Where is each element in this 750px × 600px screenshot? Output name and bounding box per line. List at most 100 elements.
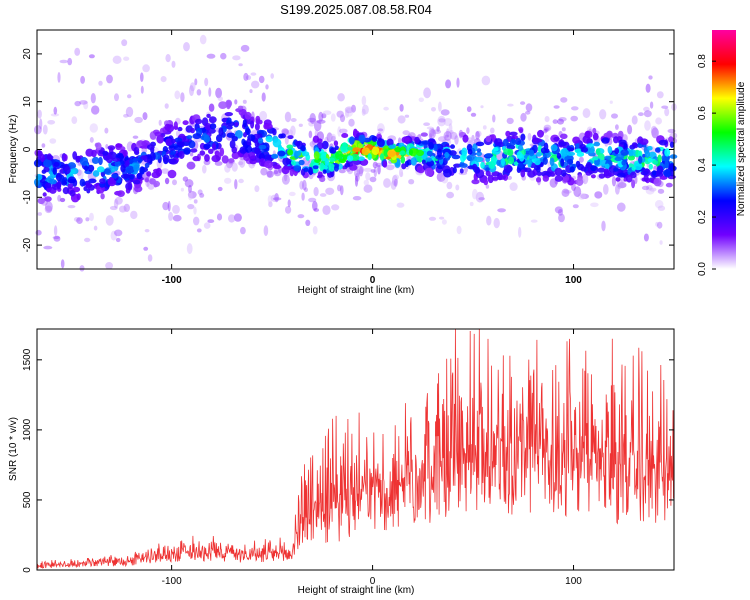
- spectrogram-cell: [107, 145, 116, 151]
- spectrogram-cell: [655, 117, 662, 125]
- spectrogram-cell: [153, 168, 160, 173]
- spectrogram-cell: [322, 205, 331, 216]
- spectrogram-cell: [439, 216, 445, 220]
- spectrogram-cell: [355, 172, 360, 182]
- spectrogram-cell: [329, 147, 337, 154]
- spectrogram-cell: [324, 158, 329, 166]
- spectrogram-cell: [132, 180, 141, 185]
- snr-y-ticks: 0 500 1000 1500: [22, 348, 674, 573]
- spectrogram-cell: [79, 178, 86, 187]
- spectrogram-cell: [307, 117, 317, 123]
- spectrogram-cell: [240, 226, 246, 235]
- spectrogram-cell: [89, 137, 94, 143]
- spectrogram-cell: [141, 147, 148, 154]
- spectrogram-cell: [172, 179, 177, 186]
- spectrogram-cell: [604, 155, 612, 160]
- spectrogram-cell: [466, 106, 472, 113]
- spectrogram-cell: [248, 151, 256, 160]
- spectrogram-cell: [147, 254, 153, 262]
- spectrogram-cell: [470, 112, 477, 117]
- spectrogram-cell: [614, 156, 623, 162]
- spectrogram-cell: [517, 162, 524, 169]
- spectrogram-cell: [282, 157, 290, 166]
- spectrogram-cell: [169, 158, 179, 165]
- spectrogram-cell: [272, 164, 282, 170]
- spectrogram-cell: [246, 137, 252, 146]
- spectrogram-cell: [172, 214, 182, 222]
- spectrogram-cell: [243, 72, 249, 81]
- spectrogram-cell: [297, 214, 305, 219]
- spectrogram-cell: [270, 194, 279, 202]
- spectrogram-cell: [611, 176, 617, 187]
- spectrogram-cell: [67, 57, 73, 66]
- spectrogram-cell: [110, 230, 118, 241]
- spectrogram-cell: [639, 138, 649, 145]
- spectrogram-cell: [611, 113, 618, 119]
- spectrogram-cell: [308, 167, 314, 176]
- spectrogram-cell: [496, 159, 501, 166]
- spectrogram-cell: [443, 131, 452, 141]
- spectrogram-cell: [322, 110, 332, 115]
- spectrogram-cell: [340, 185, 344, 196]
- spectrogram-cell: [287, 149, 294, 156]
- y-tick-label: 1500: [22, 348, 33, 371]
- spectrogram-cell: [657, 205, 666, 211]
- spectrogram-cell: [337, 93, 345, 102]
- spectrogram-cell: [35, 229, 42, 236]
- spectrogram-cell: [186, 161, 196, 170]
- snr-y-label: SNR (10 * v/v): [8, 417, 19, 481]
- spectrogram-cell: [533, 165, 541, 171]
- spectrogram-cell: [114, 229, 123, 237]
- spectrogram-cell: [509, 139, 517, 146]
- spectrogram-cell: [580, 166, 587, 172]
- spectrogram-cell: [444, 152, 450, 159]
- spectrogram-cell: [234, 130, 243, 139]
- spectrogram-cell: [456, 225, 462, 235]
- spectrogram-cell: [480, 105, 484, 109]
- spectrogram-cell: [614, 147, 620, 155]
- spectrogram-cell: [186, 243, 193, 255]
- spectrogram-cell: [259, 110, 268, 121]
- spectrogram-cell: [188, 184, 192, 193]
- spectrogram-cell: [208, 116, 217, 124]
- spectrogram-cell: [352, 196, 362, 201]
- spectrogram-cell: [53, 161, 60, 167]
- spectrogram-cell: [492, 114, 496, 123]
- spectrogram-cell: [37, 212, 42, 216]
- spectrogram-cell: [631, 115, 638, 125]
- spectrogram-cell: [410, 157, 417, 166]
- spectrogram-cell: [85, 182, 91, 189]
- spectrogram-cell: [250, 120, 255, 129]
- spectrogram-cell: [134, 116, 143, 124]
- spectrogram-cell: [593, 141, 601, 147]
- spectrogram-cell: [344, 162, 351, 168]
- spectrogram-cell: [73, 217, 81, 222]
- spectrogram-cell: [558, 141, 567, 147]
- spectrogram-cell: [393, 174, 400, 180]
- spectrogram-cell: [231, 151, 240, 160]
- spectrogram-cell: [466, 154, 475, 161]
- spectrogram-cell: [348, 118, 355, 127]
- spectrogram-cell: [53, 225, 58, 237]
- spectrogram-cell: [466, 127, 470, 134]
- spectrogram-cell: [251, 80, 260, 89]
- spectrogram-cell: [127, 181, 133, 191]
- spectrogram-cell: [655, 221, 659, 227]
- spectrogram-cell: [354, 175, 359, 187]
- spectrogram-cell: [326, 132, 333, 143]
- spectrogram-cell: [90, 93, 96, 104]
- spectrogram-cell: [158, 119, 162, 126]
- spectrogram-cell: [98, 156, 103, 166]
- spectrogram-cell: [111, 173, 119, 179]
- spectrogram-cell: [242, 99, 247, 104]
- spectrogram-cell: [102, 168, 111, 174]
- spectrogram-cell: [211, 142, 217, 151]
- spectrogram-cell: [497, 208, 506, 213]
- spectrogram-cell: [529, 149, 535, 157]
- spectrogram-cell: [416, 149, 424, 157]
- spectrogram-cell: [174, 90, 181, 100]
- spectrogram-cell: [112, 55, 122, 64]
- spectrogram-cell: [189, 152, 194, 157]
- spectrogram-cell: [125, 165, 135, 174]
- spectrogram-cell: [274, 193, 279, 203]
